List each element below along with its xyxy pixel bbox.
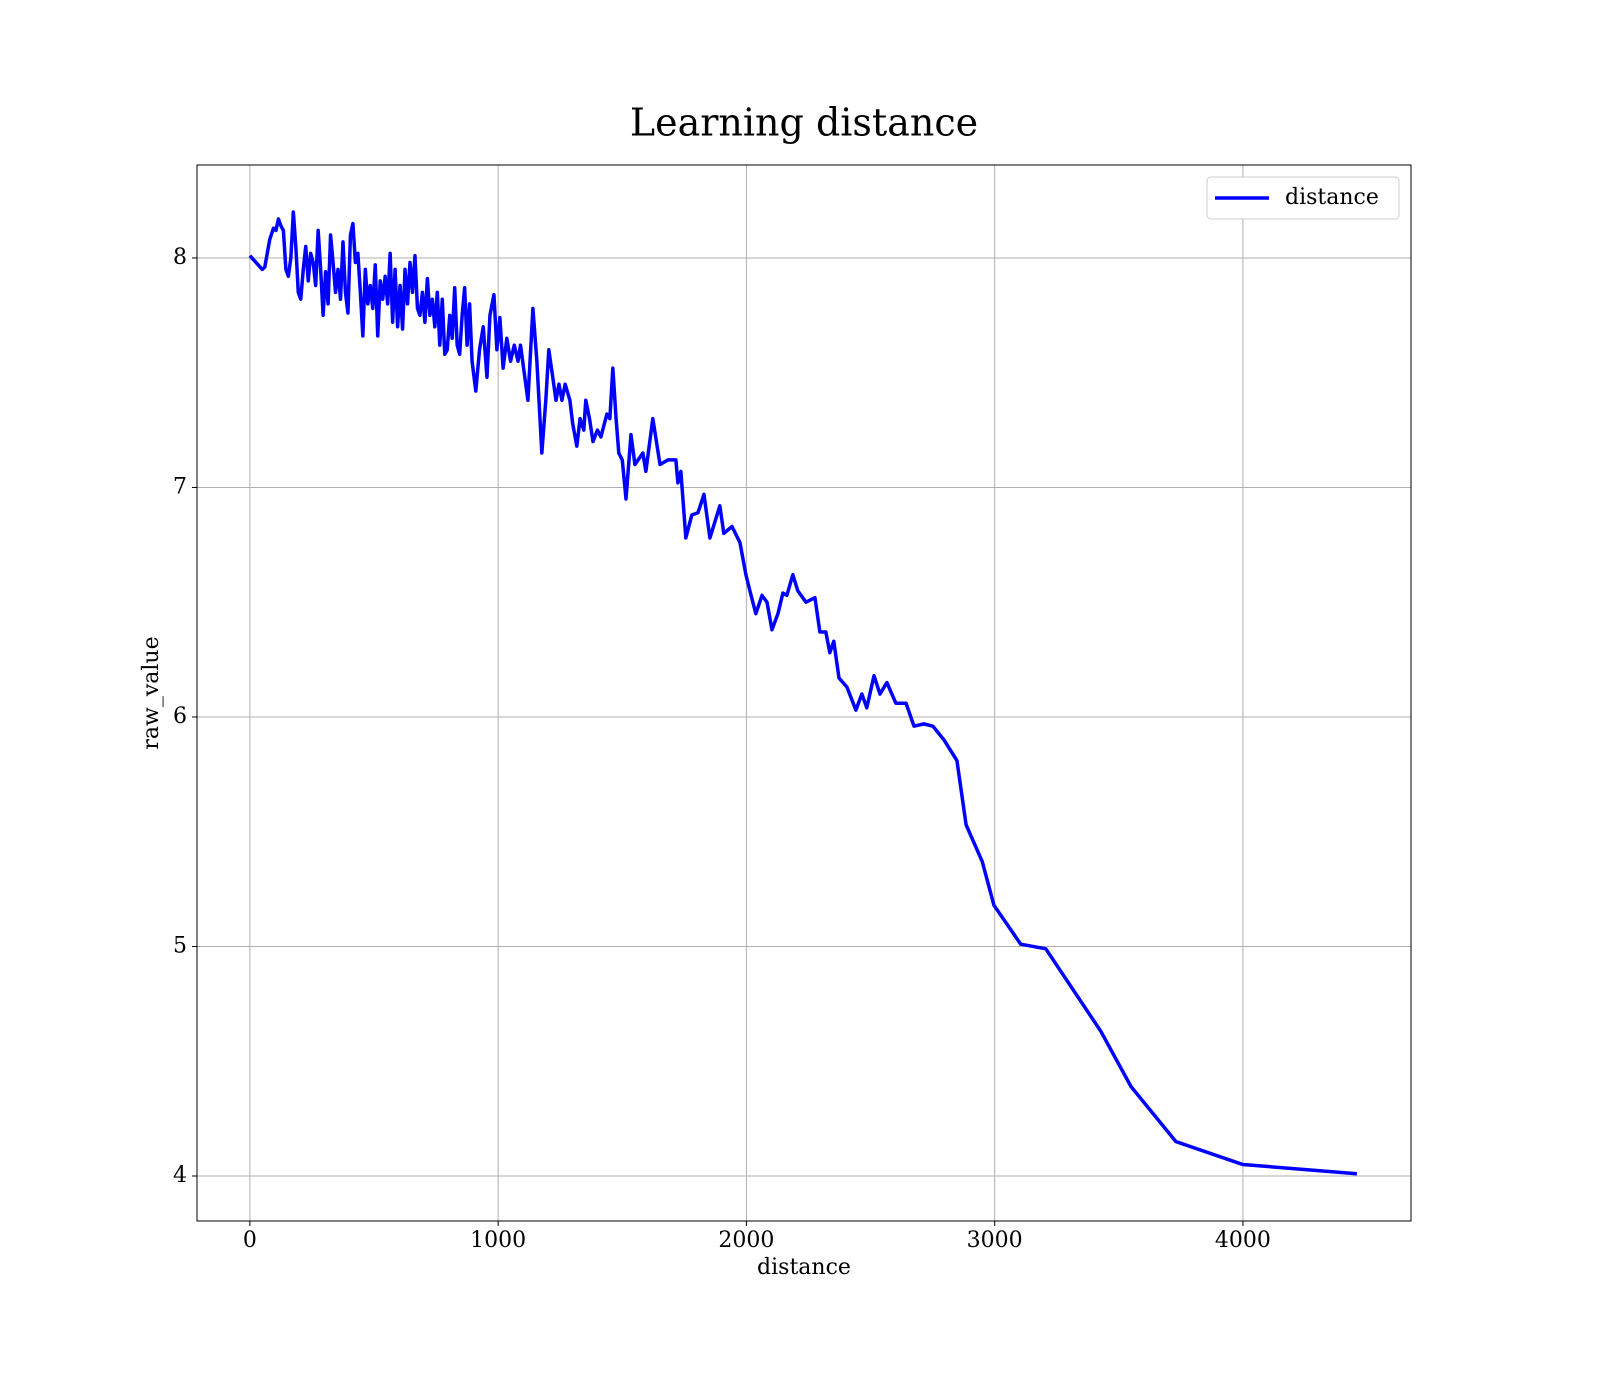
x-tick-label: 4000 [1215, 1228, 1271, 1253]
y-tick-label: 5 [173, 933, 187, 958]
y-tick-label: 6 [173, 704, 187, 729]
y-tick-label: 7 [173, 474, 187, 499]
data-line [248, 210, 1358, 1176]
legend: distance [1206, 176, 1400, 220]
y-tick-label: 4 [173, 1163, 187, 1188]
chart-title: Learning distance [630, 101, 978, 145]
y-axis-label: raw_value [139, 636, 164, 749]
x-tick-label: 0 [243, 1228, 257, 1253]
x-tick-label: 2000 [718, 1228, 774, 1253]
legend-label: distance [1285, 185, 1379, 210]
legend-box [1206, 176, 1400, 220]
x-tick-label: 1000 [470, 1228, 526, 1253]
plot-frame [196, 164, 1412, 1222]
x-axis-label: distance [757, 1255, 851, 1280]
y-tick-label: 8 [173, 245, 187, 270]
x-tick-label: 3000 [967, 1228, 1023, 1253]
